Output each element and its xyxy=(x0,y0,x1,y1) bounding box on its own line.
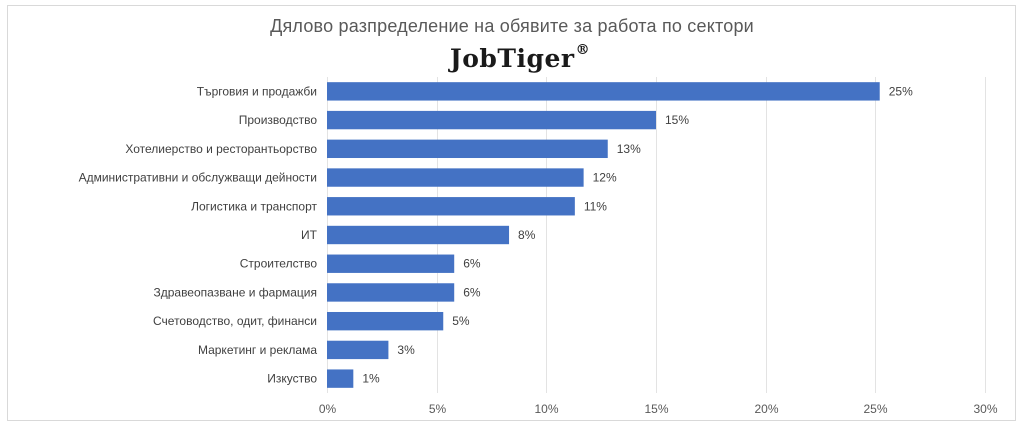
data-label: 25% xyxy=(889,84,913,98)
bar xyxy=(327,110,656,130)
category-label: Маркетинг и реклама xyxy=(198,343,317,357)
x-tick-label: 15% xyxy=(644,402,668,416)
category-label: Хотелиерство и ресторантьорство xyxy=(125,142,317,156)
x-tick-label: 0% xyxy=(319,402,337,416)
registered-mark: ® xyxy=(575,41,591,58)
data-label: 8% xyxy=(518,228,536,242)
data-label: 12% xyxy=(593,171,617,185)
bar xyxy=(327,225,510,245)
x-tick-label: 10% xyxy=(534,402,558,416)
bar xyxy=(327,197,575,216)
bar xyxy=(327,283,455,302)
data-label: 1% xyxy=(362,372,380,386)
bar xyxy=(327,311,444,331)
category-label: Административни и обслужващи дейности xyxy=(79,171,317,185)
bar xyxy=(327,168,584,187)
x-tick-label: 30% xyxy=(973,402,997,416)
category-label: Производство xyxy=(239,113,318,127)
category-label: Здравеопазване и фармация xyxy=(153,285,317,299)
category-label: Строителство xyxy=(240,257,318,271)
data-label: 15% xyxy=(665,113,689,127)
data-label: 13% xyxy=(617,142,641,156)
bar xyxy=(327,82,880,101)
x-tick-label: 20% xyxy=(754,402,778,416)
brand-name: JobTiger xyxy=(449,44,575,73)
data-label: 5% xyxy=(452,314,470,328)
data-label: 6% xyxy=(463,285,481,299)
data-label: 6% xyxy=(463,257,481,271)
data-label: 3% xyxy=(397,343,415,357)
category-label: Логистика и транспорт xyxy=(191,199,317,213)
category-label: Търговия и продажби xyxy=(197,84,317,98)
brand-logo: JobTiger® xyxy=(0,41,1024,73)
bar xyxy=(327,340,389,360)
category-label: ИТ xyxy=(301,228,318,242)
data-label: 11% xyxy=(584,199,607,213)
bar xyxy=(327,369,354,388)
x-tick-label: 5% xyxy=(429,402,447,416)
category-label: Счетоводство, одит, финанси xyxy=(153,314,317,328)
category-label: Изкуство xyxy=(267,372,317,386)
bar xyxy=(327,139,608,159)
x-tick-label: 25% xyxy=(863,402,887,416)
bar xyxy=(327,254,455,273)
chart-title: Дялово разпределение на обявите за работ… xyxy=(270,16,754,36)
